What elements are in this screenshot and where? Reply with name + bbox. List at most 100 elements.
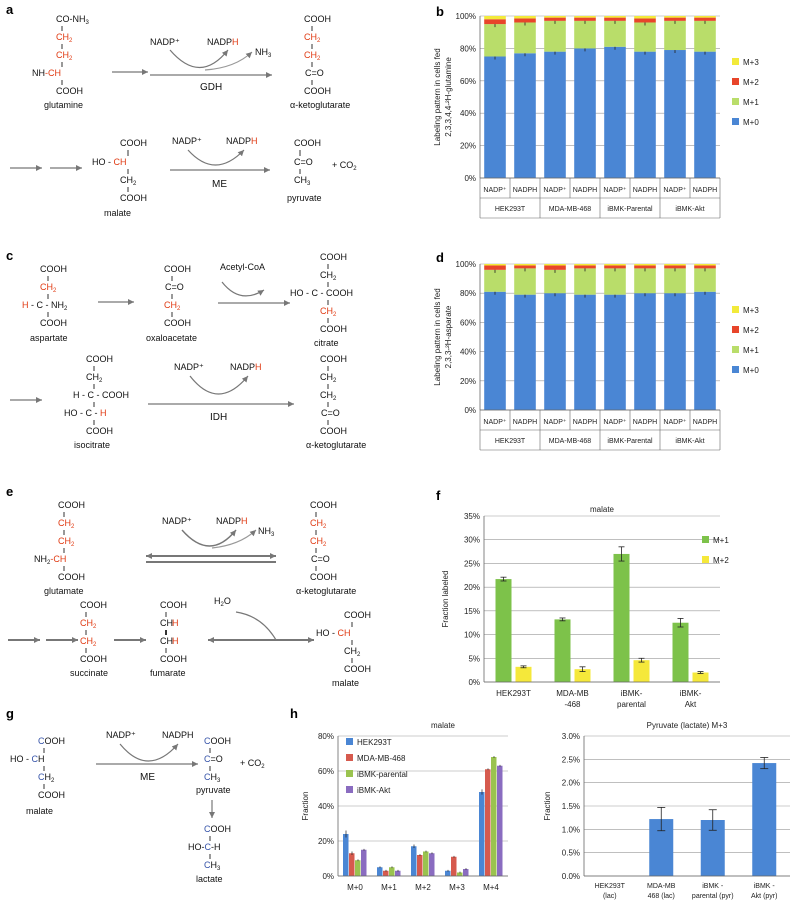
bar-mplus3 <box>694 16 716 18</box>
bar-mda-mb-468 <box>349 853 355 876</box>
x-tick-label: NADPH <box>633 187 658 194</box>
bar-mplus0 <box>604 46 626 178</box>
bar-mplus3 <box>604 264 626 266</box>
svg-text:COOH: COOH <box>320 426 347 436</box>
bar-mplus0 <box>484 291 506 410</box>
x-tick-label: Akt (pyr) <box>751 893 777 900</box>
legend-swatch <box>732 78 739 85</box>
x-tick-label: M+0 <box>347 883 363 892</box>
group-label: MDA-MB-468 <box>549 206 592 213</box>
legend-label: M+2 <box>743 326 759 335</box>
y-tick-label: 40% <box>460 109 476 118</box>
svg-text:CH2: CH2 <box>38 772 55 784</box>
bar <box>752 763 777 876</box>
bar-ibmk-akt <box>429 853 435 876</box>
svg-text:COOH: COOH <box>310 572 337 582</box>
svg-text:aspartate: aspartate <box>30 333 68 343</box>
chart-title: malate <box>590 505 615 514</box>
svg-text:citrate: citrate <box>314 338 339 348</box>
bar-mplus1 <box>634 22 656 52</box>
svg-text:CH2: CH2 <box>320 270 337 282</box>
svg-text:pyruvate: pyruvate <box>196 785 231 795</box>
legend-label: MDA-MB-468 <box>357 754 406 763</box>
bar-mplus0 <box>664 50 686 178</box>
oxaloacetate-structure: COOH C=O CH2 COOH oxaloacetate <box>146 264 197 343</box>
y-tick-label: 80% <box>460 289 476 298</box>
y-tick-label: 1.5% <box>562 802 580 811</box>
bar-mplus0 <box>544 51 566 178</box>
y-axis-label: Labeling pattern in cells fed <box>433 48 442 145</box>
legend-swatch <box>702 556 709 563</box>
x-tick-label: -468 <box>564 700 581 709</box>
svg-text:COOH: COOH <box>86 426 113 436</box>
y-tick-label: 2.0% <box>562 779 580 788</box>
svg-text:CH2: CH2 <box>86 372 103 384</box>
succinate-structure: COOH CH2 CH2 COOH succinate <box>70 600 108 678</box>
bar-mplus1 <box>574 268 596 295</box>
bar-mplus3 <box>544 264 566 266</box>
svg-text:CH2: CH2 <box>120 175 137 187</box>
svg-text:CH2: CH2 <box>320 390 337 402</box>
bar-hek293t <box>377 867 383 876</box>
y-tick-label: 0% <box>464 174 476 183</box>
glutamine-label: glutamine <box>44 100 83 110</box>
svg-text:COOH: COOH <box>204 736 231 746</box>
chart-f: 0% 5% 10% 15% 20% 25% 30% 35% Fraction labeled ma… <box>441 505 729 709</box>
x-tick-label: NADPH <box>693 187 718 194</box>
svg-text:CH2: CH2 <box>56 50 73 62</box>
svg-text:H: H <box>172 618 179 628</box>
bar-ibmk-parental <box>457 872 463 876</box>
legend-swatch <box>702 536 709 543</box>
svg-text:malate: malate <box>104 208 131 218</box>
bar-mplus1 <box>484 269 506 292</box>
group-label: MDA-MB-468 <box>549 438 592 445</box>
bar-mda-mb-468 <box>485 769 491 876</box>
bar-mplus0 <box>544 293 566 410</box>
svg-text:fumarate: fumarate <box>150 668 186 678</box>
bar-mda-mb-468 <box>383 870 389 876</box>
malate-structure-e: COOH HO - CH CH2 COOH malate <box>316 610 371 688</box>
chart-b: 0% 20% 40% 60% 80% 100% Labeling pattern in ce… <box>433 12 759 219</box>
svg-text:succinate: succinate <box>70 668 108 678</box>
bar-mplus1 <box>694 268 716 292</box>
bar-ibmk-parental <box>355 860 361 876</box>
svg-text:CH2: CH2 <box>320 306 337 318</box>
bar-ibmk-akt <box>497 765 503 876</box>
svg-text:ME: ME <box>140 772 155 783</box>
akg-structure-e: COOH CH2 CH2 C=O COOH α-ketoglutarate <box>296 500 356 596</box>
bar-ibmk-akt <box>361 849 367 876</box>
svg-text:NADPH: NADPH <box>207 37 239 47</box>
legend-label: M+0 <box>743 366 759 375</box>
x-tick-label: NADP⁺ <box>483 419 506 426</box>
x-tick-label: iBMK- <box>680 689 702 698</box>
y-tick-label: 3.0% <box>562 732 580 741</box>
svg-text:C=O: C=O <box>305 68 324 78</box>
bar-mplus0 <box>604 294 626 410</box>
svg-text:NADPH: NADPH <box>226 136 258 146</box>
svg-text:CH2: CH2 <box>310 518 327 530</box>
legend-label: M+3 <box>743 58 759 67</box>
svg-text:C=O: C=O <box>204 754 223 764</box>
svg-text:COOH: COOH <box>120 193 147 203</box>
x-tick-label: NADPH <box>573 187 598 194</box>
panel-label-g: g <box>6 706 14 721</box>
group-label: HEK293T <box>495 438 526 445</box>
x-tick-label: NADPH <box>633 419 658 426</box>
bar-hek293t <box>343 834 349 876</box>
svg-text:COOH: COOH <box>320 324 347 334</box>
y-tick-label: 60% <box>318 767 334 776</box>
svg-text:CH2: CH2 <box>56 32 73 44</box>
svg-text:malate: malate <box>332 678 359 688</box>
x-tick-label: HEK293T <box>595 883 626 890</box>
bar-mplus1 <box>613 553 630 682</box>
y-tick-label: 0% <box>468 678 480 687</box>
x-tick-label: MDA-MB <box>556 689 588 698</box>
chart-h-pyruvate: 0.0% 0.5% 1.0% 1.5% 2.0% 2.5% 3.0% Fraction Pyru… <box>543 721 790 900</box>
svg-text:HO-C-H: HO-C-H <box>188 842 221 852</box>
svg-text:glutamate: glutamate <box>44 586 84 596</box>
bar-mplus1 <box>544 20 566 52</box>
y-tick-label: 15% <box>464 607 480 616</box>
malate-structure-g: COOH HO - CH CH2 COOH malate <box>10 736 65 816</box>
svg-text:COOH: COOH <box>304 14 331 24</box>
